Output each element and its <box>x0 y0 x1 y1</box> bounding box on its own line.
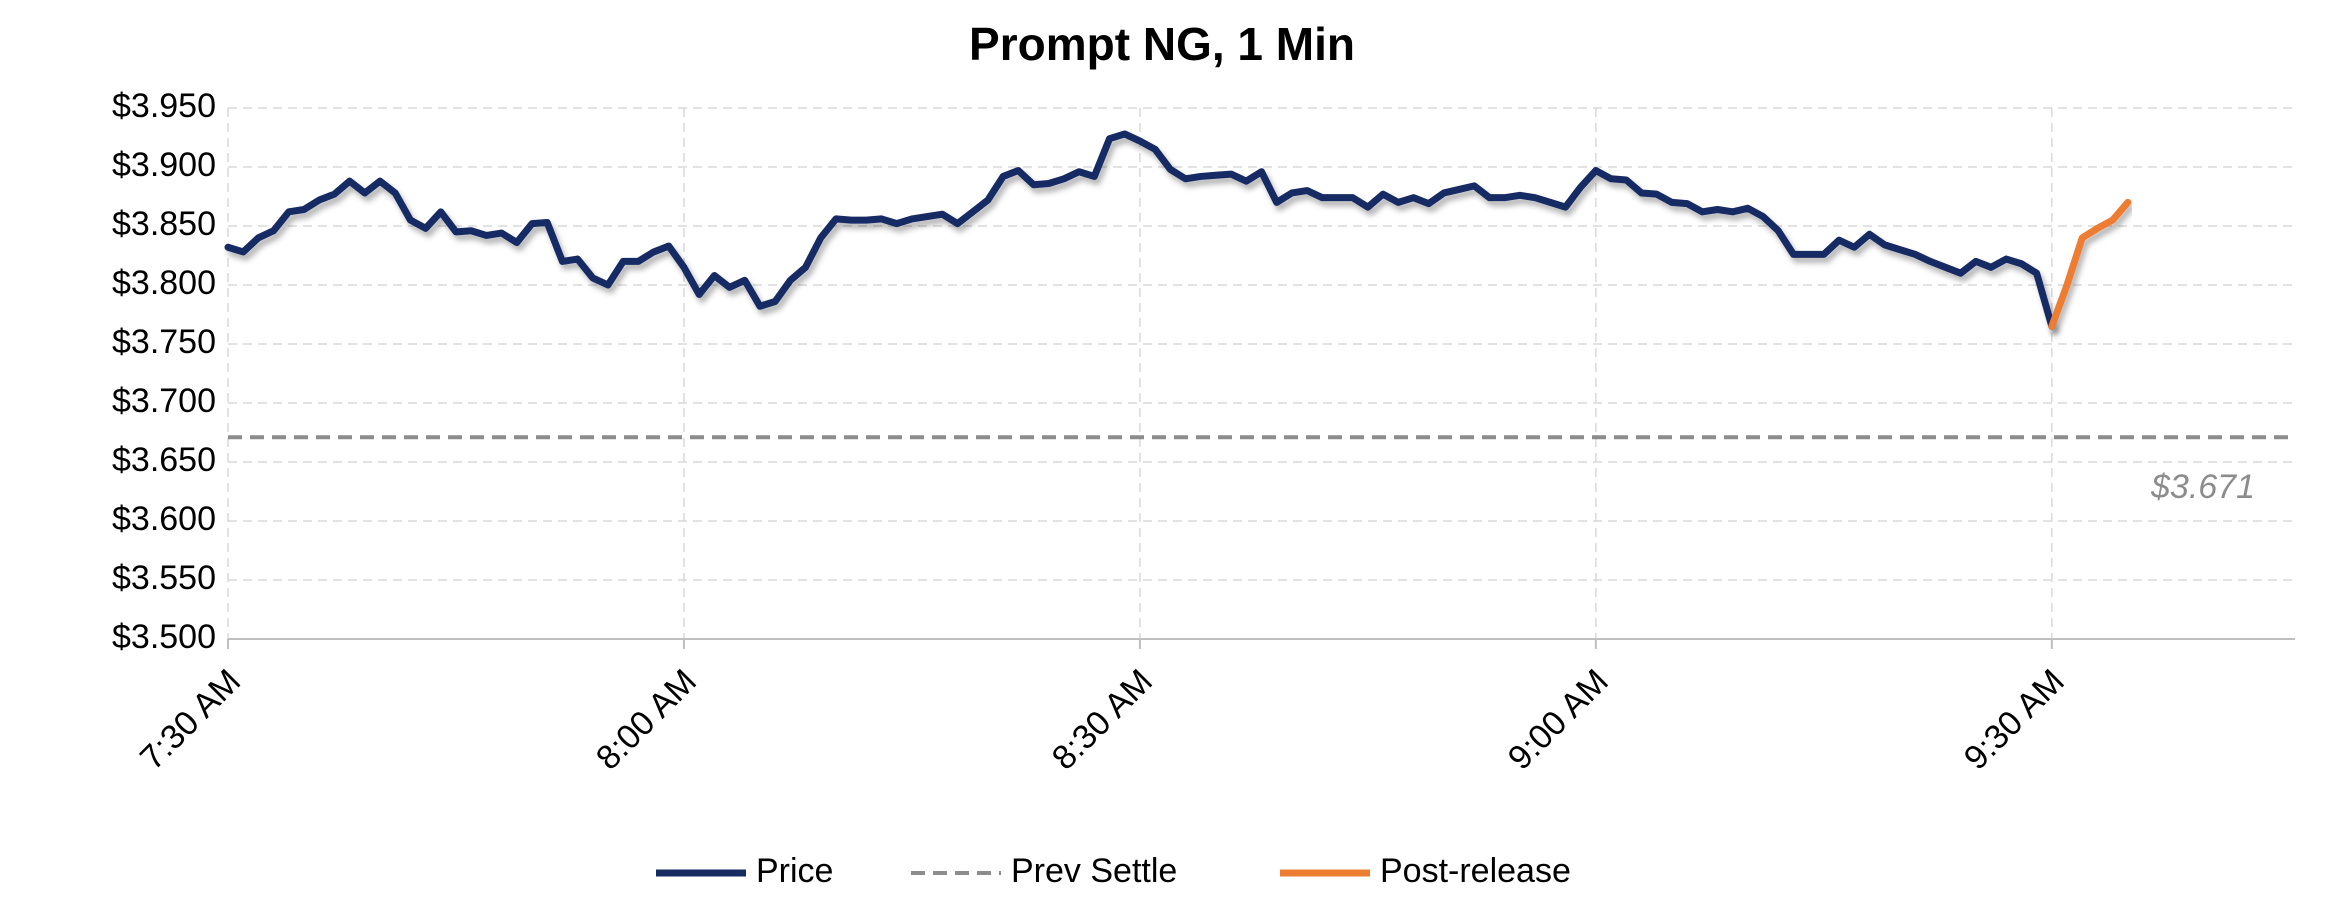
y-tick-label: $3.650 <box>112 441 216 479</box>
y-tick-label: $3.750 <box>112 323 216 361</box>
legend-label: Prev Settle <box>1011 852 1177 890</box>
y-tick-label: $3.950 <box>112 87 216 125</box>
price-line <box>224 130 2056 330</box>
x-tick-label: 7:30 AM <box>133 662 248 777</box>
x-tick-label: 8:30 AM <box>1045 662 1160 777</box>
legend-label: Price <box>756 852 833 890</box>
y-tick-label: $3.500 <box>112 618 216 656</box>
x-tick-label: 8:00 AM <box>589 662 704 777</box>
x-tick-label: 9:00 AM <box>1501 662 1616 777</box>
y-tick-label: $3.700 <box>112 382 216 420</box>
reference-label: $3.671 <box>2150 468 2255 506</box>
y-tick-label: $3.800 <box>112 264 216 302</box>
y-tick-label: $3.900 <box>112 146 216 184</box>
y-tick-label: $3.550 <box>112 559 216 597</box>
price-line <box>2048 198 2132 330</box>
chart-title: Prompt NG, 1 Min <box>969 18 1355 70</box>
y-tick-label: $3.600 <box>112 500 216 538</box>
x-tick-label: 9:30 AM <box>1957 662 2072 777</box>
legend-label: Post-release <box>1380 852 1571 890</box>
y-tick-label: $3.850 <box>112 205 216 243</box>
